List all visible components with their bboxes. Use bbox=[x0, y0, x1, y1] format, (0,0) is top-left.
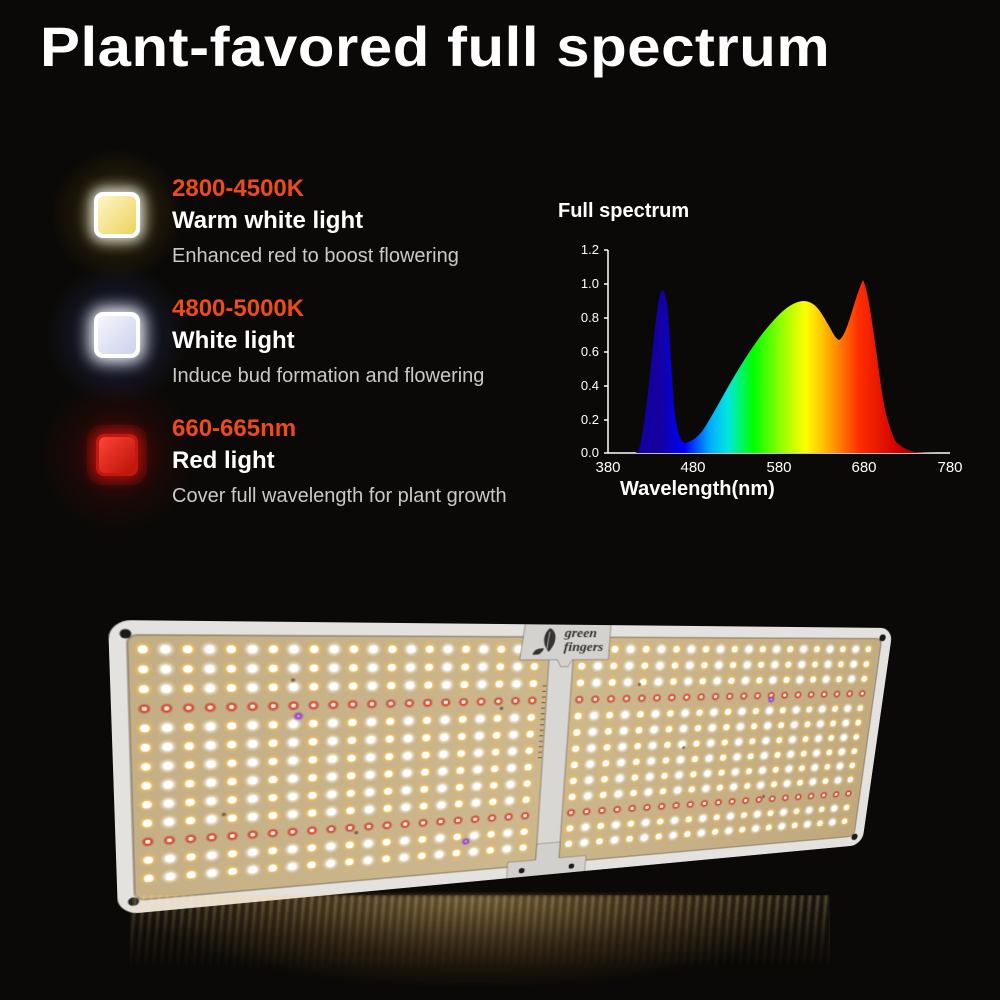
svg-text:680: 680 bbox=[851, 459, 876, 476]
svg-text:0.4: 0.4 bbox=[581, 378, 599, 393]
svg-text:0.8: 0.8 bbox=[581, 310, 599, 325]
svg-text:1.0: 1.0 bbox=[581, 276, 599, 291]
svg-text:0.2: 0.2 bbox=[581, 412, 599, 427]
svg-text:0.6: 0.6 bbox=[581, 344, 599, 359]
svg-text:780: 780 bbox=[937, 459, 962, 476]
svg-text:480: 480 bbox=[680, 459, 705, 476]
svg-text:580: 580 bbox=[766, 459, 791, 476]
svg-text:380: 380 bbox=[595, 459, 620, 476]
svg-text:1.2: 1.2 bbox=[581, 242, 599, 257]
svg-text:0.0: 0.0 bbox=[581, 445, 599, 460]
